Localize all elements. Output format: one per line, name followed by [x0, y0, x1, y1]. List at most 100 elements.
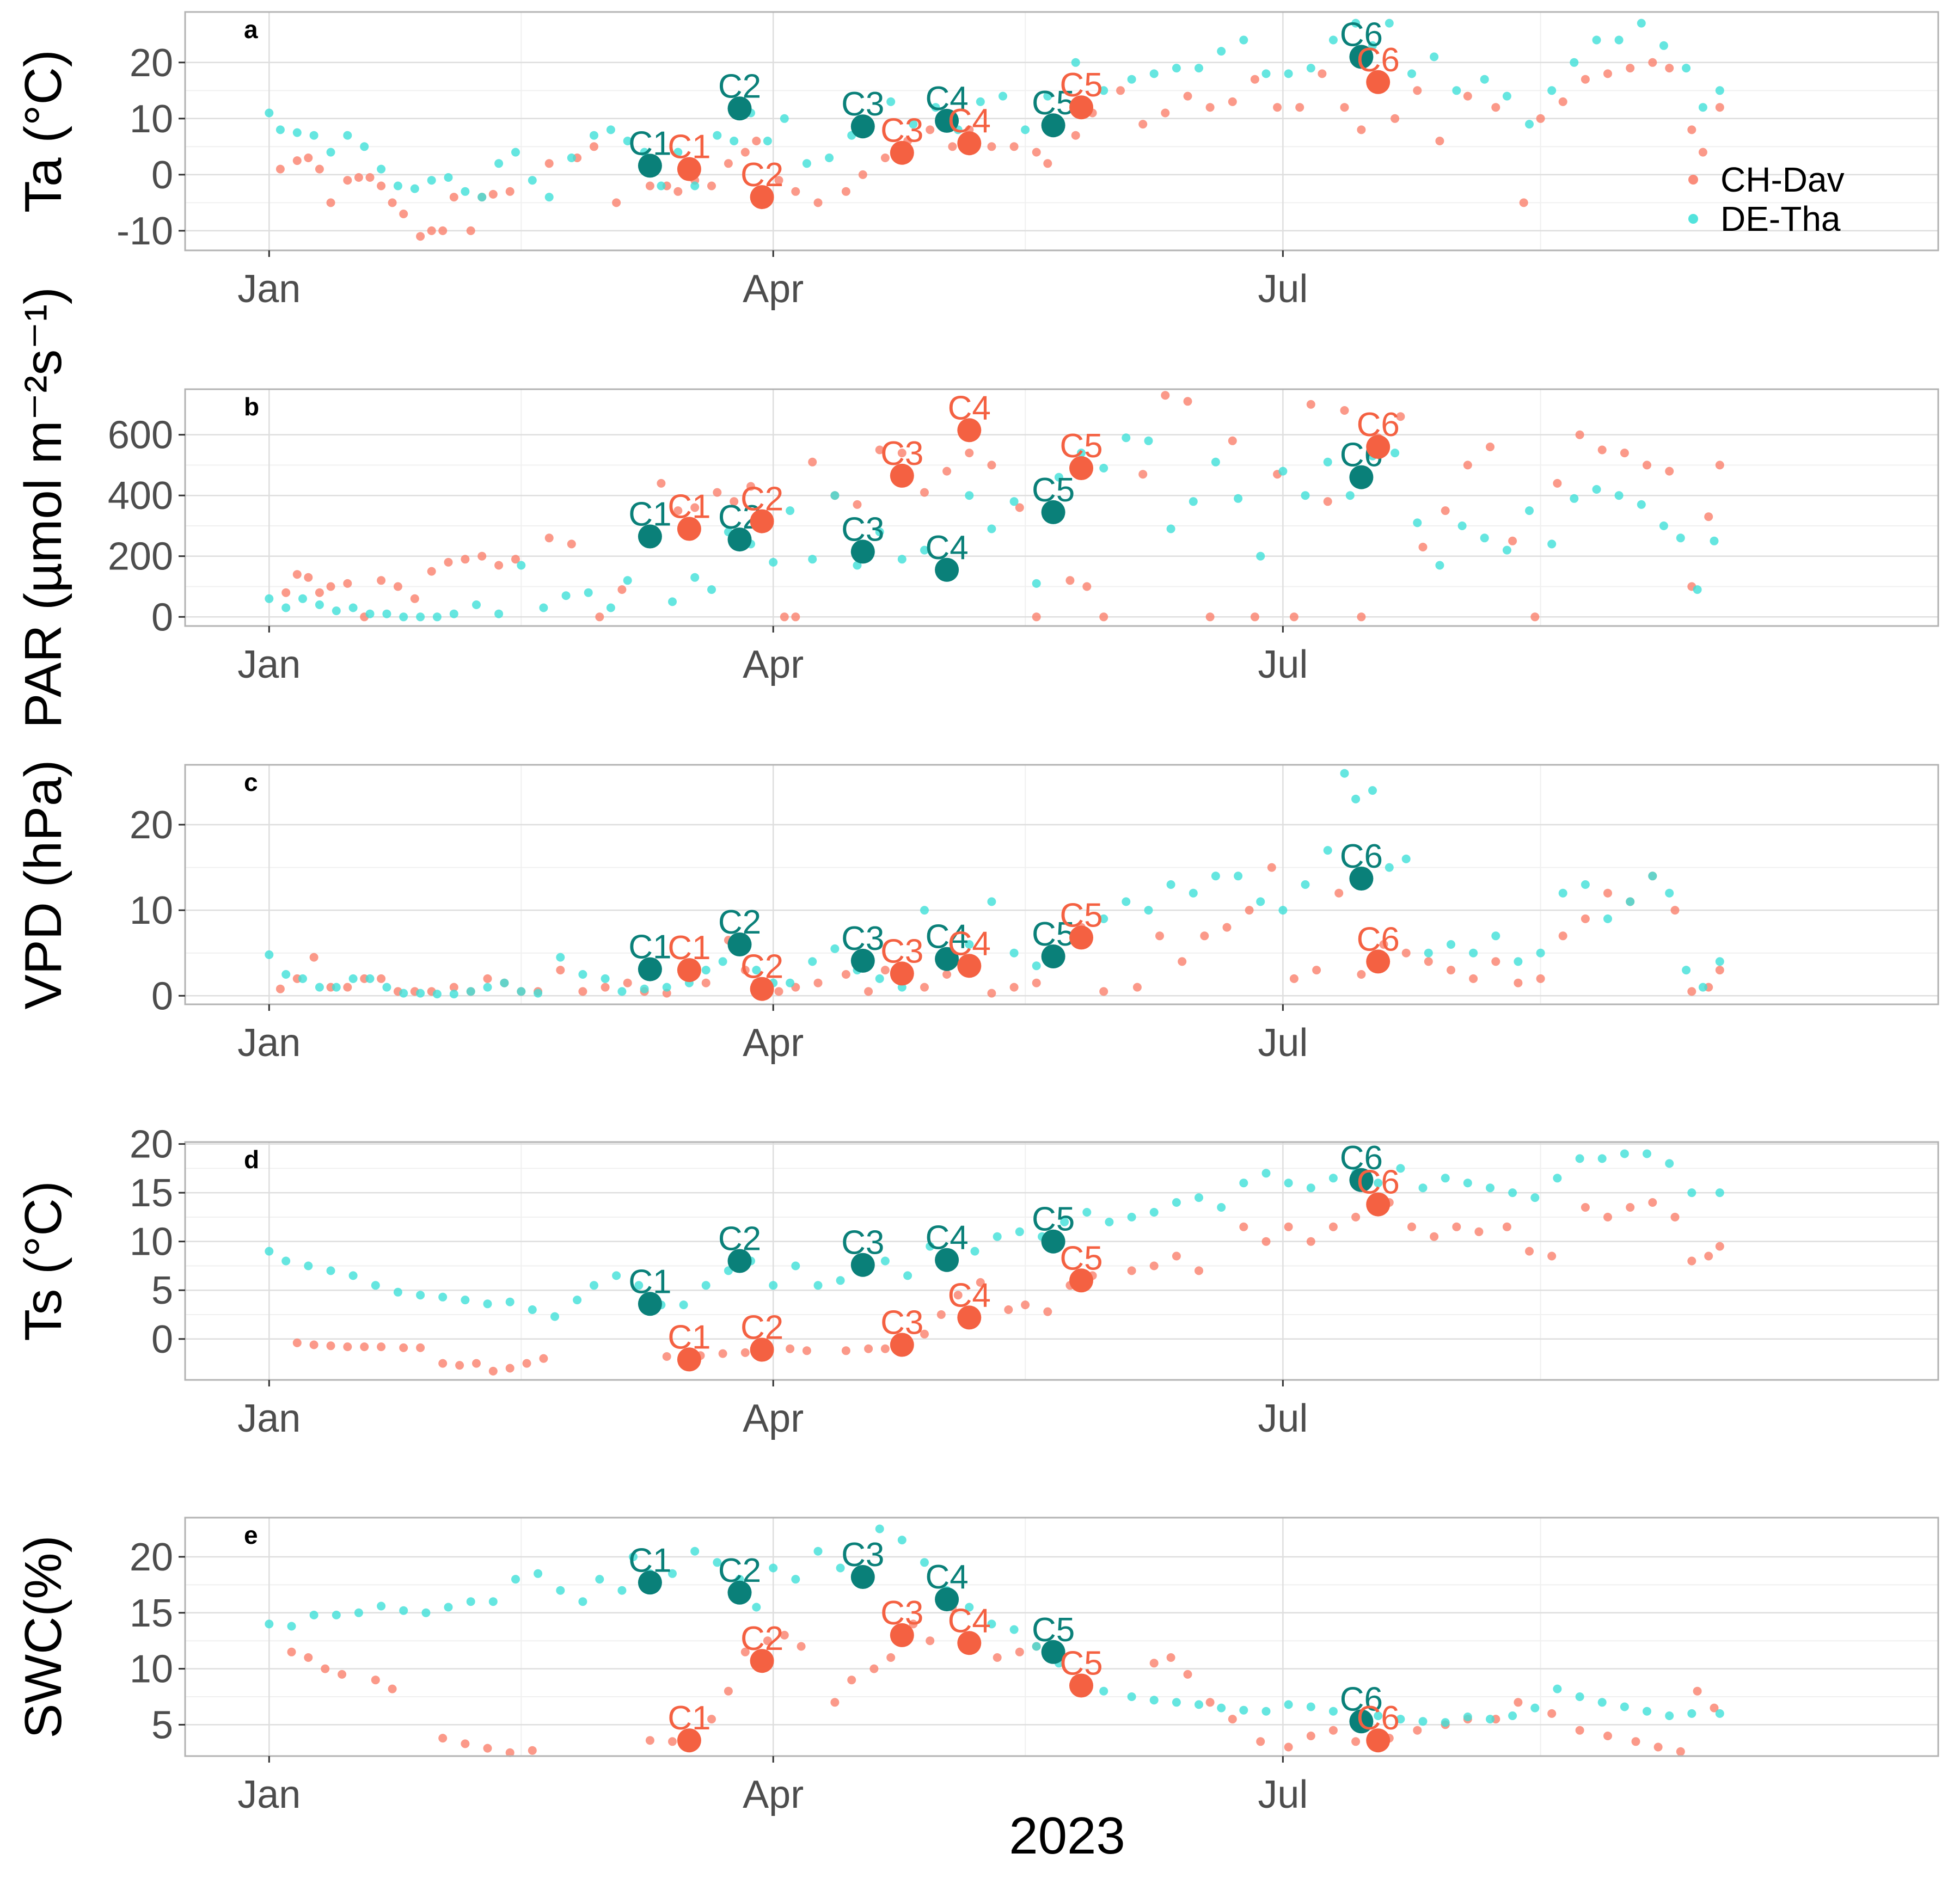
data-point-ch-dav: [354, 173, 363, 182]
data-point-de-tha: [1687, 1188, 1696, 1198]
data-point-de-tha: [668, 1569, 677, 1578]
data-point-de-tha: [1127, 1692, 1136, 1701]
data-point-ch-dav: [1183, 91, 1192, 101]
campaign-point: [638, 957, 662, 981]
data-point-ch-dav: [707, 181, 716, 191]
data-point-ch-dav: [880, 154, 890, 162]
y-tick-label: 200: [108, 535, 173, 579]
campaign-label: C1: [628, 929, 671, 966]
campaign-label: C5: [1032, 471, 1075, 509]
data-point-ch-dav: [701, 978, 710, 987]
data-point-de-tha: [1032, 1642, 1041, 1651]
data-point-ch-dav: [920, 488, 929, 497]
data-point-ch-dav: [797, 1642, 806, 1651]
data-point-ch-dav: [897, 449, 906, 458]
campaign-label: C5: [1032, 1201, 1075, 1238]
data-point-de-tha: [449, 990, 458, 999]
data-point-de-tha: [623, 137, 632, 145]
campaign-point: [1069, 95, 1093, 120]
data-point-de-tha: [1715, 1709, 1724, 1718]
data-point-de-tha: [1452, 86, 1461, 95]
campaign-point: [935, 1248, 959, 1272]
data-point-ch-dav: [1116, 86, 1125, 95]
data-point-ch-dav: [920, 1329, 929, 1339]
data-point-ch-dav: [511, 555, 520, 564]
data-point-de-tha: [528, 176, 537, 185]
data-point-de-tha: [265, 594, 274, 603]
data-point-de-tha: [713, 131, 722, 140]
data-point-ch-dav: [623, 978, 632, 987]
data-point-de-tha: [1082, 1208, 1092, 1217]
data-point-de-tha: [1099, 914, 1108, 923]
data-point-de-tha: [1637, 500, 1646, 509]
data-point-de-tha: [1015, 1227, 1024, 1236]
data-point-de-tha: [1054, 472, 1063, 482]
data-point-ch-dav: [1351, 1212, 1361, 1222]
data-point-de-tha: [1328, 1707, 1338, 1716]
y-tick-label: 15: [130, 1592, 173, 1635]
data-point-ch-dav: [326, 1341, 335, 1351]
data-point-de-tha: [326, 148, 335, 157]
campaign-label: C6: [1340, 1680, 1383, 1718]
data-point-ch-dav: [1261, 1237, 1271, 1246]
panel-background: [185, 765, 1938, 1004]
data-point-de-tha: [1603, 914, 1612, 923]
data-point-de-tha: [1682, 64, 1691, 73]
data-point-ch-dav: [315, 588, 324, 597]
data-point-ch-dav: [1424, 957, 1433, 966]
campaign-label: C2: [718, 904, 761, 941]
data-point-ch-dav: [752, 137, 761, 145]
data-point-de-tha: [556, 953, 565, 962]
data-point-ch-dav: [1306, 1732, 1315, 1740]
data-point-de-tha: [1597, 1154, 1607, 1163]
campaign-label: C6: [1340, 16, 1383, 53]
data-point-de-tha: [1122, 433, 1131, 443]
data-point-de-tha: [786, 978, 795, 987]
data-point-ch-dav: [326, 198, 335, 207]
campaign-point: [957, 1631, 982, 1655]
data-point-ch-dav: [522, 1359, 531, 1368]
data-point-de-tha: [1435, 561, 1444, 570]
campaign-label: C4: [925, 529, 968, 567]
data-point-de-tha: [281, 603, 291, 612]
campaign-point: [890, 1333, 914, 1357]
data-point-de-tha: [1385, 19, 1394, 28]
data-point-ch-dav: [1435, 137, 1444, 145]
data-point-de-tha: [1239, 35, 1248, 45]
campaign-point: [677, 1728, 701, 1753]
data-point-ch-dav: [1065, 576, 1075, 585]
campaign-point: [1069, 1673, 1093, 1698]
y-tick-label: 20: [130, 1536, 173, 1579]
x-tick-label: Jan: [237, 1021, 301, 1065]
data-point-ch-dav: [388, 198, 397, 207]
y-tick-label: 5: [151, 1269, 173, 1312]
campaign-point: [1041, 1640, 1065, 1664]
y-axis-title: PAR (µmol m⁻²s⁻¹): [14, 287, 72, 728]
data-point-de-tha: [421, 1608, 431, 1617]
data-point-ch-dav: [1284, 1222, 1293, 1231]
campaign-label: C4: [948, 1602, 991, 1640]
data-point-de-tha: [539, 603, 548, 612]
data-point-de-tha: [544, 193, 554, 202]
data-point-ch-dav: [841, 970, 850, 979]
data-point-ch-dav: [780, 1630, 789, 1640]
data-point-de-tha: [1469, 948, 1478, 958]
data-point-ch-dav: [388, 1684, 397, 1693]
data-point-de-tha: [1306, 1183, 1315, 1193]
data-point-ch-dav: [304, 1653, 313, 1662]
data-point-ch-dav: [1328, 1222, 1338, 1231]
campaign-point: [750, 1337, 774, 1362]
data-point-de-tha: [534, 1569, 543, 1578]
data-point-de-tha: [987, 897, 996, 906]
data-point-de-tha: [1323, 846, 1332, 855]
data-point-ch-dav: [1357, 125, 1366, 134]
campaign-label: C1: [628, 125, 671, 162]
data-point-de-tha: [1071, 58, 1080, 67]
data-point-de-tha: [1368, 41, 1377, 50]
data-point-ch-dav: [1149, 1659, 1159, 1668]
data-point-de-tha: [1189, 497, 1198, 506]
data-point-de-tha: [1715, 957, 1724, 966]
campaign-label: C6: [1357, 406, 1400, 444]
data-point-de-tha: [640, 984, 649, 993]
